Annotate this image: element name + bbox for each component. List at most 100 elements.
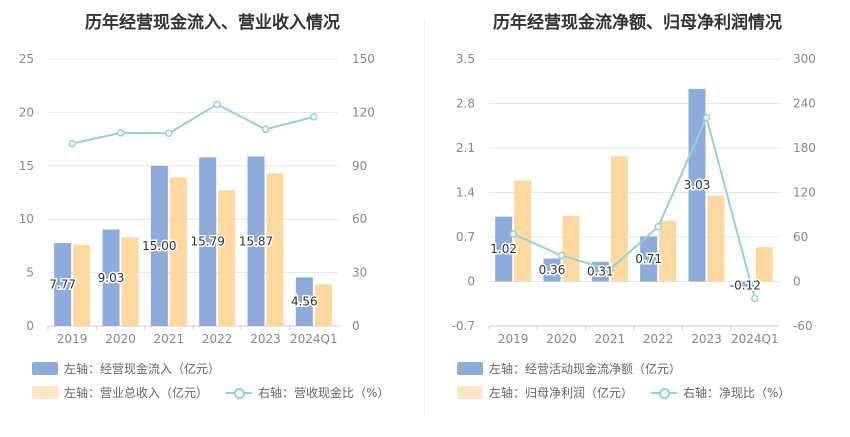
bar-data-label: 15.00 (142, 239, 176, 253)
bar-blue (591, 261, 609, 282)
x-tick-label: 2021 (154, 332, 185, 346)
bar-blue (736, 281, 754, 290)
bar-blue (247, 156, 265, 326)
legend-swatch-line (226, 386, 253, 399)
ratio-point (116, 129, 125, 137)
bar-data-label: 7.77 (49, 278, 76, 292)
bar-data-label: 0.71 (635, 252, 662, 266)
x-tick-label: 2023 (250, 332, 281, 346)
right-chart-panel: 历年经营现金流净额、归母净利润情况 -0.7 0 0.7 1.4 2.1 2.8 3.5 -6… (425, 0, 850, 437)
left-tick-label: 0.7 (456, 230, 475, 244)
legend-item-cash-inflow[interactable]: 左轴：经营现金流入（亿元） (32, 360, 220, 377)
right-tick-label: 0 (352, 319, 360, 333)
bar-blue (54, 243, 72, 326)
legend-item-ratio[interactable]: 右轴：营收现金比（%） (226, 384, 389, 401)
left-tick-label: 10 (19, 212, 34, 226)
ratio-point (509, 230, 517, 238)
legend-swatch-line (651, 386, 678, 399)
ratio-point (751, 294, 759, 303)
bar-orange (314, 284, 332, 326)
left-chart-panel: 历年经营现金流入、营业收入情况 0 5 10 15 20 25 0 30 60 90 120 150 2… (19, 13, 407, 401)
bar-orange (610, 156, 628, 282)
left-tick-label: 2.1 (456, 141, 475, 155)
legend-item-net-cash[interactable]: 左轴：经营活动现金流净额（亿元） (457, 360, 681, 377)
left-tick-label: 0 (26, 319, 34, 333)
bar-blue (150, 165, 168, 326)
bar-blue (102, 229, 120, 326)
right-tick-label: -60 (793, 319, 813, 333)
left-tick-label: 0 (467, 275, 475, 289)
legend-item-net-cash-ratio[interactable]: 右轴：净现比（%） (651, 384, 790, 401)
right-tick-label: 60 (793, 230, 808, 244)
right-tick-label: 300 (793, 52, 816, 66)
bar-data-label: 0.31 (587, 265, 614, 279)
right-legend-row1: 左轴：经营活动现金流净额（亿元） (457, 360, 699, 377)
right-tick-label: 60 (352, 212, 367, 226)
left-tick-label: 25 (19, 52, 34, 66)
legend-label: 左轴：经营现金流入（亿元） (64, 362, 221, 376)
legend-label: 右轴：净现比（%） (683, 386, 791, 400)
right-legend-row2: 左轴：归母净利润（亿元） 右轴：净现比（%） (457, 384, 808, 401)
bar-blue (495, 216, 513, 282)
ratio-point (213, 100, 221, 109)
ratio-point (68, 139, 76, 148)
ratio-line (71, 103, 315, 145)
x-tick-label: 2021 (595, 332, 626, 346)
legend-swatch-orange (457, 386, 483, 399)
x-tick-label: 2019 (498, 332, 529, 346)
x-tick-label: 2023 (691, 332, 722, 346)
bar-data-label: 0.36 (539, 263, 566, 277)
bar-blue (640, 236, 658, 282)
right-tick-label: 120 (352, 105, 375, 119)
bar-blue (688, 88, 706, 282)
bar-blue (295, 277, 313, 326)
left-tick-label: -0.7 (452, 319, 475, 333)
right-tick-label: 120 (793, 186, 816, 200)
ratio-line (512, 114, 756, 299)
bar-data-label: 9.03 (98, 271, 125, 285)
left-tick-label: 3.5 (456, 52, 475, 66)
ratio-point (310, 113, 318, 121)
legend-label: 左轴：归母净利润（亿元） (489, 386, 634, 400)
left-tick-label: 5 (26, 266, 34, 280)
x-tick-label: 2024Q1 (290, 332, 338, 346)
right-tick-label: 30 (352, 266, 367, 280)
left-tick-label: 20 (19, 105, 34, 119)
legend-swatch-orange (32, 386, 58, 399)
bar-data-label: 15.87 (239, 234, 273, 248)
x-tick-label: 2024Q1 (731, 332, 779, 346)
right-tick-label: 180 (793, 141, 816, 155)
bar-data-label: -0.12 (730, 279, 761, 293)
x-tick-label: 2019 (57, 332, 88, 346)
bar-blue (543, 258, 561, 282)
legend-label: 左轴：营业总收入（亿元） (64, 386, 209, 400)
bar-orange (659, 220, 677, 282)
bar-orange (514, 180, 532, 282)
ratio-point (557, 251, 566, 260)
bar-orange (266, 173, 284, 326)
left-chart-title: 历年经营现金流入、营业收入情况 (85, 13, 340, 33)
legend-label: 左轴：经营活动现金流净额（亿元） (489, 362, 682, 376)
ratio-point (606, 265, 614, 274)
left-tick-label: 1.4 (456, 186, 475, 200)
bar-orange (73, 244, 91, 326)
bar-orange (562, 216, 580, 282)
ratio-point (261, 125, 270, 134)
bar-orange (755, 247, 773, 282)
left-legend-row2: 左轴：营业总收入（亿元） 右轴：营收现金比（%） (32, 384, 407, 401)
right-tick-label: 0 (793, 275, 801, 289)
left-legend-row1: 左轴：经营现金流入（亿元） (32, 360, 238, 377)
bar-data-label: 3.03 (684, 178, 711, 192)
right-tick-label: 90 (352, 159, 367, 173)
legend-item-net-profit[interactable]: 左轴：归母净利润（亿元） (457, 384, 633, 401)
bar-orange (707, 195, 725, 282)
bar-data-label: 15.79 (190, 235, 224, 249)
bar-orange (121, 237, 139, 326)
x-tick-label: 2022 (643, 332, 674, 346)
bar-orange (169, 177, 187, 326)
x-tick-label: 2022 (202, 332, 233, 346)
legend-item-revenue[interactable]: 左轴：营业总收入（亿元） (32, 384, 208, 401)
x-tick-label: 2020 (546, 332, 577, 346)
legend-swatch-blue (32, 362, 58, 375)
legend-swatch-blue (457, 362, 483, 375)
